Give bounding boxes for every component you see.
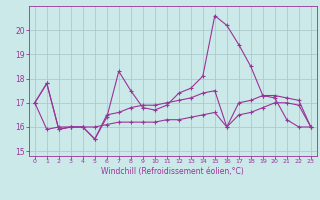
X-axis label: Windchill (Refroidissement éolien,°C): Windchill (Refroidissement éolien,°C) bbox=[101, 167, 244, 176]
